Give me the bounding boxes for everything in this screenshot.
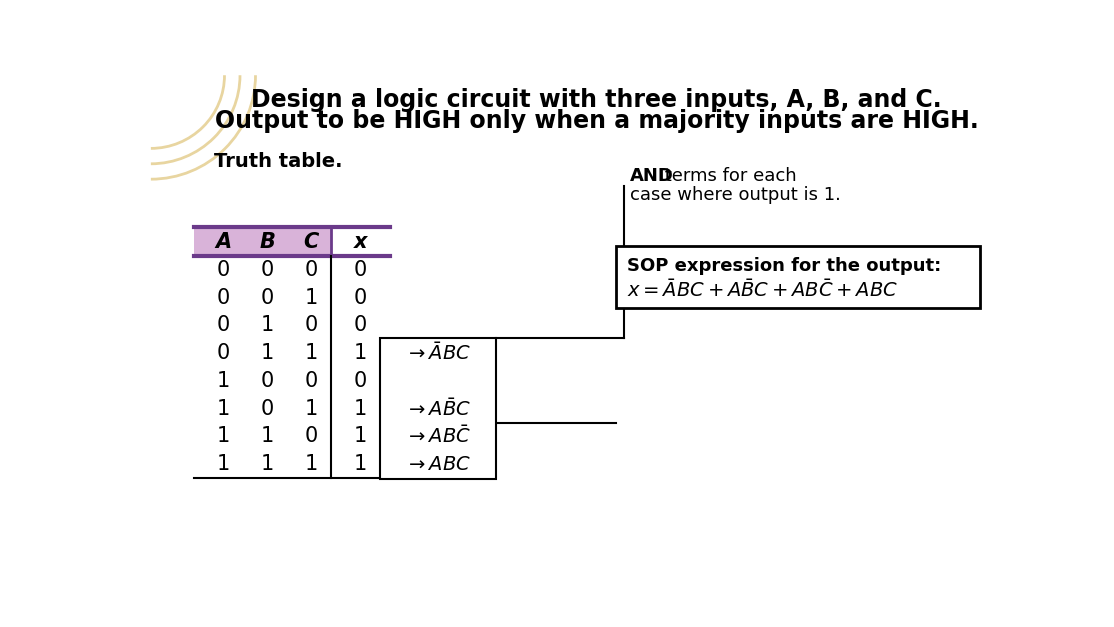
Text: $\rightarrow \bar{A}BC$: $\rightarrow \bar{A}BC$ [404, 342, 471, 364]
Bar [194, 227, 332, 256]
Text: 1: 1 [353, 343, 367, 363]
Text: $x = \bar{A}BC + A\bar{B}C + AB\bar{C} + ABC$: $x = \bar{A}BC + A\bar{B}C + AB\bar{C} +… [627, 280, 898, 302]
Text: 0: 0 [216, 343, 229, 363]
Text: x: x [353, 231, 367, 251]
Bar [616, 246, 980, 308]
Text: 0: 0 [304, 315, 317, 335]
Text: 1: 1 [261, 454, 274, 474]
Text: 0: 0 [261, 371, 274, 391]
Text: $\rightarrow AB\bar{C}$: $\rightarrow AB\bar{C}$ [404, 425, 471, 447]
Text: Truth table.: Truth table. [215, 152, 343, 171]
Text: C: C [304, 231, 319, 251]
Text: 0: 0 [216, 315, 229, 335]
Text: 0: 0 [304, 260, 317, 280]
Text: 1: 1 [304, 343, 317, 363]
Text: Output to be HIGH only when a majority inputs are HIGH.: Output to be HIGH only when a majority i… [215, 108, 978, 133]
Text: 1: 1 [304, 399, 317, 419]
Bar [380, 338, 496, 479]
Text: B: B [260, 231, 275, 251]
Text: SOP expression for the output:: SOP expression for the output: [627, 257, 941, 275]
Text: terms for each: terms for each [659, 167, 797, 185]
Text: 0: 0 [261, 288, 274, 308]
Text: 1: 1 [261, 343, 274, 363]
Text: 0: 0 [353, 315, 367, 335]
Text: 0: 0 [353, 260, 367, 280]
Text: 0: 0 [216, 288, 229, 308]
Text: 0: 0 [353, 288, 367, 308]
Text: Design a logic circuit with three inputs, A, B, and C.: Design a logic circuit with three inputs… [251, 88, 941, 112]
Text: 1: 1 [216, 371, 229, 391]
Text: 0: 0 [216, 260, 229, 280]
Text: $\rightarrow A\bar{B}C$: $\rightarrow A\bar{B}C$ [404, 398, 471, 419]
Text: 1: 1 [304, 288, 317, 308]
Text: 0: 0 [261, 399, 274, 419]
Text: 1: 1 [261, 426, 274, 446]
Text: AND: AND [629, 167, 674, 185]
Text: 0: 0 [304, 426, 317, 446]
Text: 1: 1 [216, 399, 229, 419]
Text: 1: 1 [304, 454, 317, 474]
Text: 0: 0 [261, 260, 274, 280]
Text: 1: 1 [261, 315, 274, 335]
Text: 1: 1 [353, 399, 367, 419]
Text: 0: 0 [304, 371, 317, 391]
Text: 1: 1 [353, 454, 367, 474]
Text: A: A [215, 231, 231, 251]
Text: 1: 1 [216, 426, 229, 446]
Text: $\rightarrow ABC$: $\rightarrow ABC$ [404, 455, 471, 473]
Bar [332, 227, 390, 256]
Text: 1: 1 [216, 454, 229, 474]
Text: 1: 1 [353, 426, 367, 446]
Text: case where output is 1.: case where output is 1. [629, 186, 841, 204]
Text: 0: 0 [353, 371, 367, 391]
